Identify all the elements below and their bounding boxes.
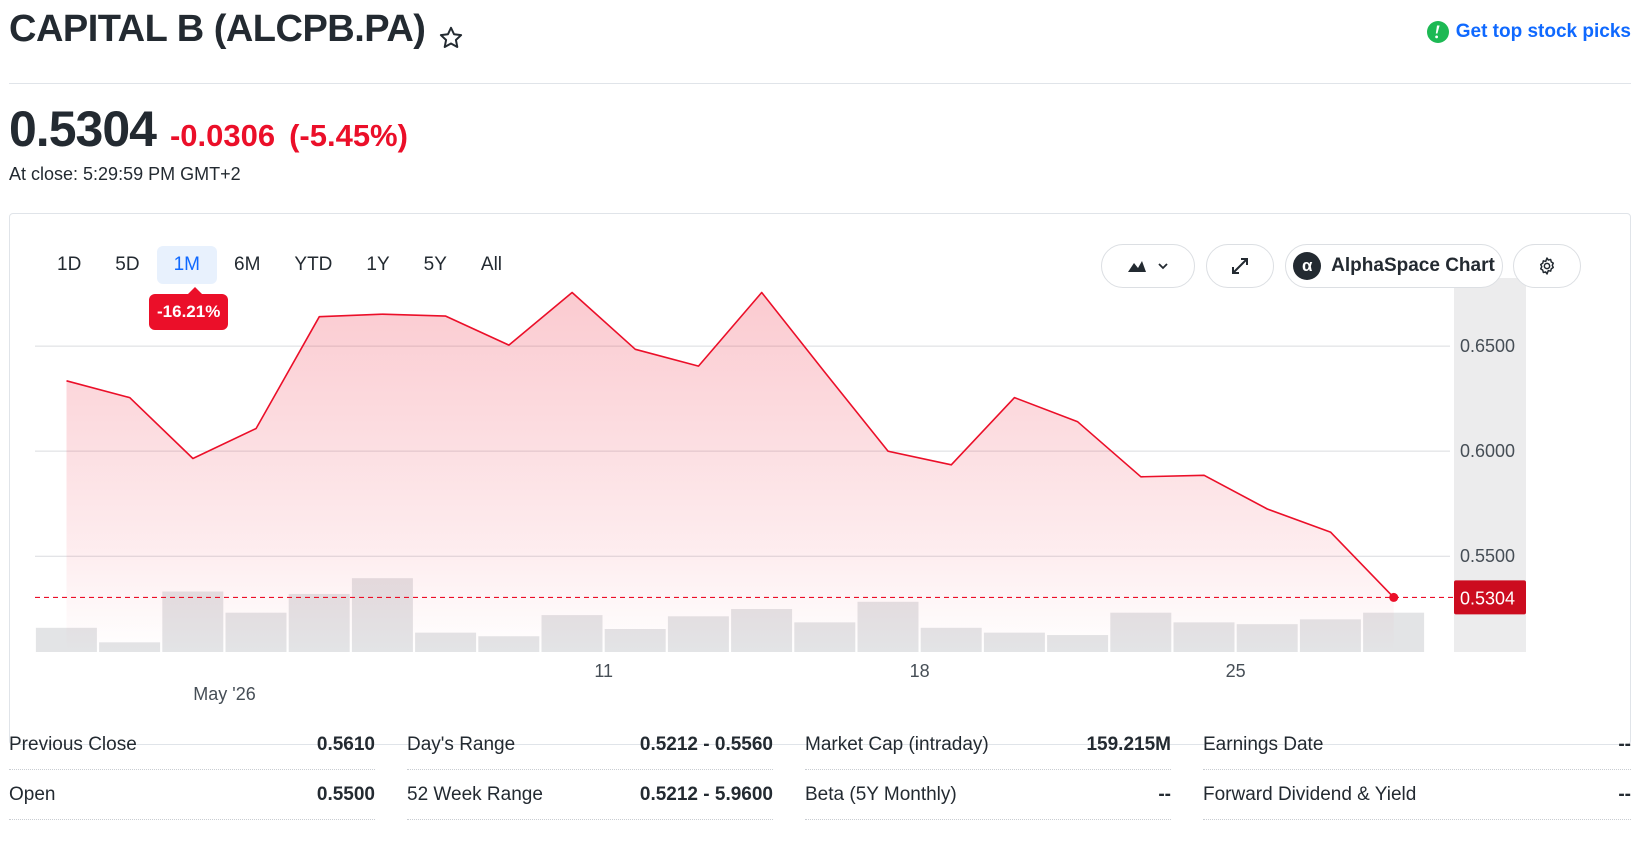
tab-ytd[interactable]: YTD — [294, 254, 333, 275]
stat-value: -- — [1158, 783, 1171, 805]
tab-1m[interactable]: 1M — [156, 246, 217, 284]
tab-1d[interactable]: 1D — [57, 254, 82, 275]
stat-open: Open 0.5500 — [9, 770, 375, 820]
chart-type-button[interactable] — [1101, 244, 1195, 288]
y-tick-label: 0.6000 — [1460, 441, 1515, 461]
tab-5d[interactable]: 5D — [115, 254, 140, 275]
stat-market-cap: Market Cap (intraday) 159.215M — [805, 720, 1171, 770]
stat-label: Beta (5Y Monthly) — [805, 783, 957, 805]
alphaspace-chart-button[interactable]: α AlphaSpace Chart — [1285, 244, 1503, 288]
stock-title: CAPITAL B (ALCPB.PA) — [9, 8, 426, 50]
price-change: -0.0306 — [169, 118, 276, 153]
price-area — [66, 292, 1394, 652]
stat-value: 0.5212 - 5.9600 — [639, 783, 773, 805]
stat-label: Earnings Date — [1203, 733, 1324, 755]
header-divider — [9, 83, 1631, 84]
quote-row: 0.5304 -0.0306 (-5.45%) — [9, 100, 408, 160]
y-tick-label: 0.5500 — [1460, 546, 1515, 566]
stat-value: 0.5500 — [316, 783, 375, 805]
top-picks-label: Get top stock picks — [1455, 21, 1631, 42]
chevron-down-icon — [1158, 263, 1168, 270]
stat-label: Forward Dividend & Yield — [1203, 783, 1417, 805]
expand-icon — [1232, 258, 1248, 274]
chart-settings-button[interactable] — [1513, 244, 1581, 288]
tab-1y[interactable]: 1Y — [366, 254, 390, 275]
stat-forward-dividend: Forward Dividend & Yield -- — [1203, 770, 1631, 820]
key-statistics: Previous Close 0.5610 Open 0.5500 Day's … — [9, 720, 1631, 858]
last-price-tag — [1454, 580, 1526, 615]
stat-label: Open — [9, 783, 56, 805]
x-tick-label: 18 — [910, 661, 930, 681]
x-tick-label: 25 — [1226, 661, 1246, 681]
stat-label: Market Cap (intraday) — [805, 733, 989, 755]
top-picks-link[interactable]: Get top stock picks — [1426, 20, 1631, 44]
gear-icon — [1540, 257, 1554, 275]
stat-value: 159.215M — [1086, 733, 1171, 755]
stat-value: 0.5610 — [316, 733, 375, 755]
last-price-label: 0.5304 — [1460, 588, 1515, 608]
stat-value: 0.5212 - 0.5560 — [639, 733, 773, 755]
stat-label: Previous Close — [9, 733, 137, 755]
star-icon[interactable] — [437, 24, 465, 52]
stat-label: Day's Range — [407, 733, 516, 755]
stat-previous-close: Previous Close 0.5610 — [9, 720, 375, 770]
stats-column-1: Previous Close 0.5610 Open 0.5500 — [9, 720, 375, 820]
month-label: May '26 — [193, 684, 255, 704]
mountain-chart-icon — [1128, 261, 1146, 272]
stat-52-week-range: 52 Week Range 0.5212 - 5.9600 — [407, 770, 773, 820]
stat-days-range: Day's Range 0.5212 - 0.5560 — [407, 720, 773, 770]
y-tick-label: 0.6500 — [1460, 336, 1515, 356]
stat-beta: Beta (5Y Monthly) -- — [805, 770, 1171, 820]
header: CAPITAL B (ALCPB.PA) Get top stock picks — [9, 6, 1631, 52]
last-price-dot — [1389, 592, 1399, 602]
stats-column-4: Earnings Date -- Forward Dividend & Yiel… — [1203, 720, 1631, 820]
x-tick-label: 11 — [594, 661, 613, 681]
price: 0.5304 — [9, 101, 157, 157]
tab-all[interactable]: All — [480, 254, 503, 275]
close-time: At close: 5:29:59 PM GMT+2 — [9, 164, 241, 184]
range-tabs: 1D 5D 1M 6M YTD 1Y 5Y All — [40, 246, 519, 284]
price-chart[interactable]: 0.6500 0.6000 0.5500 0.5304 11 18 25 May '26 — [10, 214, 1630, 744]
stat-value: -- — [1618, 733, 1631, 755]
chart-card: 0.6500 0.6000 0.5500 0.5304 11 18 25 May '26 1D… — [9, 213, 1631, 745]
exclamation-badge-icon — [1426, 21, 1449, 43]
stat-value: -- — [1618, 783, 1631, 805]
stats-column-2: Day's Range 0.5212 - 0.5560 52 Week Rang… — [407, 720, 773, 820]
stats-column-3: Market Cap (intraday) 159.215M Beta (5Y … — [805, 720, 1171, 820]
tab-6m[interactable]: 6M — [234, 254, 261, 275]
tab-5y[interactable]: 5Y — [423, 254, 447, 275]
alphaspace-logo-icon: α — [1293, 252, 1322, 280]
fullscreen-button[interactable] — [1206, 244, 1274, 288]
stat-label: 52 Week Range — [407, 783, 543, 805]
alphaspace-label: AlphaSpace Chart — [1331, 255, 1495, 276]
price-change-percent: (-5.45%) — [289, 118, 408, 153]
price-line — [66, 291, 1395, 598]
stat-earnings-date: Earnings Date -- — [1203, 720, 1631, 770]
range-change-badge: -16.21% — [149, 287, 229, 330]
